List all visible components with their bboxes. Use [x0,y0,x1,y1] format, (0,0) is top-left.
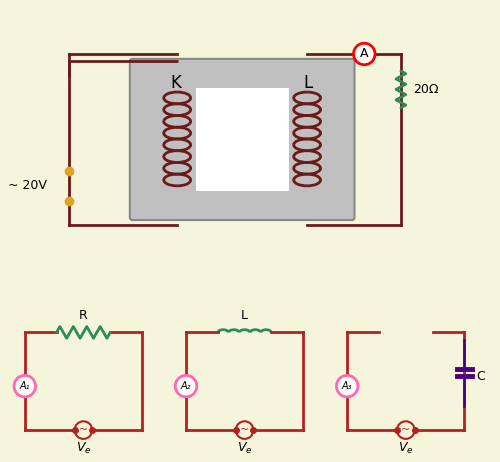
Circle shape [74,421,92,439]
Text: 20Ω: 20Ω [413,83,438,96]
Circle shape [397,421,414,439]
Text: K: K [171,73,181,91]
Circle shape [336,376,358,397]
Text: A₂: A₂ [180,381,191,391]
Text: A₃: A₃ [342,381,352,391]
Text: $V_e$: $V_e$ [76,441,91,456]
FancyBboxPatch shape [130,59,354,220]
Circle shape [14,376,36,397]
Circle shape [354,43,375,65]
Circle shape [236,421,254,439]
Bar [196,88,288,191]
Text: $V_e$: $V_e$ [237,441,252,456]
Text: ~: ~ [401,425,410,435]
Text: A: A [360,48,368,61]
Text: A₁: A₁ [20,381,30,391]
Circle shape [175,376,197,397]
Text: ~: ~ [79,425,88,435]
Text: ~ 20V: ~ 20V [8,179,47,192]
Text: L: L [241,309,248,322]
Text: R: R [79,309,88,322]
Text: $V_e$: $V_e$ [398,441,413,456]
Text: L: L [304,73,312,91]
Text: C: C [476,370,486,383]
Text: ~: ~ [240,425,249,435]
